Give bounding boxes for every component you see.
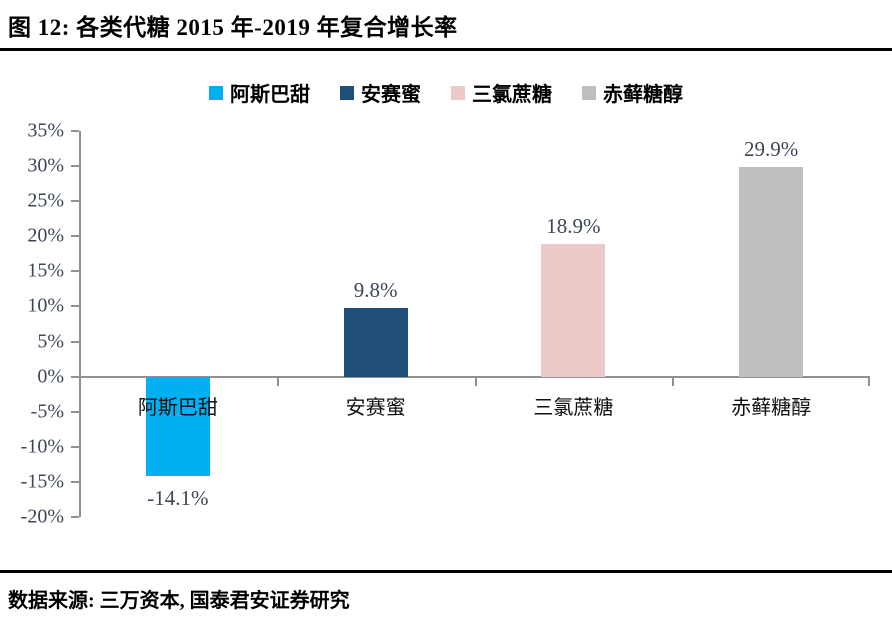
plot-area: -14.1% 阿斯巴甜 9.8% 安赛蜜 18.9% 三氯蔗糖 29.9% 赤藓糖醇	[71, 130, 870, 518]
y-tick-label: 35%	[27, 119, 64, 142]
legend-label: 赤藓糖醇	[603, 84, 683, 106]
category-label: 安赛蜜	[345, 396, 406, 419]
legend-swatch-icon	[340, 85, 354, 100]
y-tick-mark	[71, 516, 79, 518]
figure-title: 图 12: 各类代糖 2015 年-2019 年复合增长率	[8, 15, 458, 40]
y-tick-mark	[71, 165, 79, 168]
bar-value-label: 29.9%	[744, 136, 799, 161]
x-axis-line	[71, 375, 870, 378]
y-tick-mark	[71, 340, 79, 343]
category-label: 三氯蔗糖	[533, 396, 614, 419]
bar-value-label: 18.9%	[546, 213, 601, 238]
y-tick-mark	[71, 130, 79, 132]
legend-swatch-icon	[451, 85, 465, 100]
y-tick-label: 30%	[27, 154, 64, 177]
y-tick-mark	[71, 410, 79, 413]
bar-阿斯巴甜	[145, 376, 210, 476]
y-tick-mark	[71, 235, 79, 238]
y-tick-mark	[71, 480, 79, 483]
x-tick-mark	[672, 376, 675, 386]
y-tick-label: 0%	[37, 365, 64, 388]
category-label: 赤藓糖醇	[731, 396, 812, 419]
y-tick-label: -5%	[30, 400, 64, 423]
legend-item: 三氯蔗糖	[451, 78, 552, 107]
y-tick-mark	[71, 445, 79, 448]
y-tick-label: -10%	[20, 435, 64, 458]
y-axis-labels: 35% 30% 25% 20% 15% 10% 5% 0% -5% -10% -15% -20%	[0, 120, 64, 528]
y-tick-label: -15%	[20, 470, 64, 493]
source-divider	[0, 570, 892, 573]
x-tick-mark	[868, 376, 870, 386]
y-axis-line	[79, 131, 81, 517]
legend-item: 赤藓糖醇	[582, 78, 683, 107]
legend-item: 安赛蜜	[340, 78, 421, 107]
source-note: 数据来源: 三万资本, 国泰君安证券研究	[8, 590, 350, 612]
x-tick-mark	[474, 376, 477, 386]
legend-label: 阿斯巴甜	[230, 84, 310, 106]
category-label: 阿斯巴甜	[137, 396, 218, 419]
title-divider	[0, 48, 892, 51]
chart-legend: 阿斯巴甜 安赛蜜 三氯蔗糖 赤藓糖醇	[0, 78, 892, 107]
y-tick-label: 10%	[27, 294, 64, 317]
bar-value-label: 9.8%	[353, 277, 398, 302]
bar-安赛蜜	[343, 307, 408, 377]
legend-item: 阿斯巴甜	[209, 78, 310, 107]
legend-swatch-icon	[209, 85, 223, 100]
y-tick-mark	[71, 305, 79, 308]
legend-swatch-icon	[582, 85, 596, 100]
y-tick-label: -20%	[20, 505, 64, 528]
legend-label: 三氯蔗糖	[472, 84, 552, 106]
x-tick-mark	[79, 376, 81, 386]
y-tick-mark	[71, 270, 79, 273]
bar-value-label: -14.1%	[147, 485, 209, 510]
y-tick-label: 25%	[27, 189, 64, 212]
y-tick-label: 15%	[27, 259, 64, 282]
y-tick-mark	[71, 200, 79, 203]
legend-label: 安赛蜜	[361, 84, 421, 106]
y-tick-label: 5%	[37, 330, 64, 353]
bar-三氯蔗糖	[541, 243, 606, 377]
bar-赤藓糖醇	[739, 166, 804, 377]
y-tick-label: 20%	[27, 224, 64, 247]
x-tick-mark	[276, 376, 279, 386]
